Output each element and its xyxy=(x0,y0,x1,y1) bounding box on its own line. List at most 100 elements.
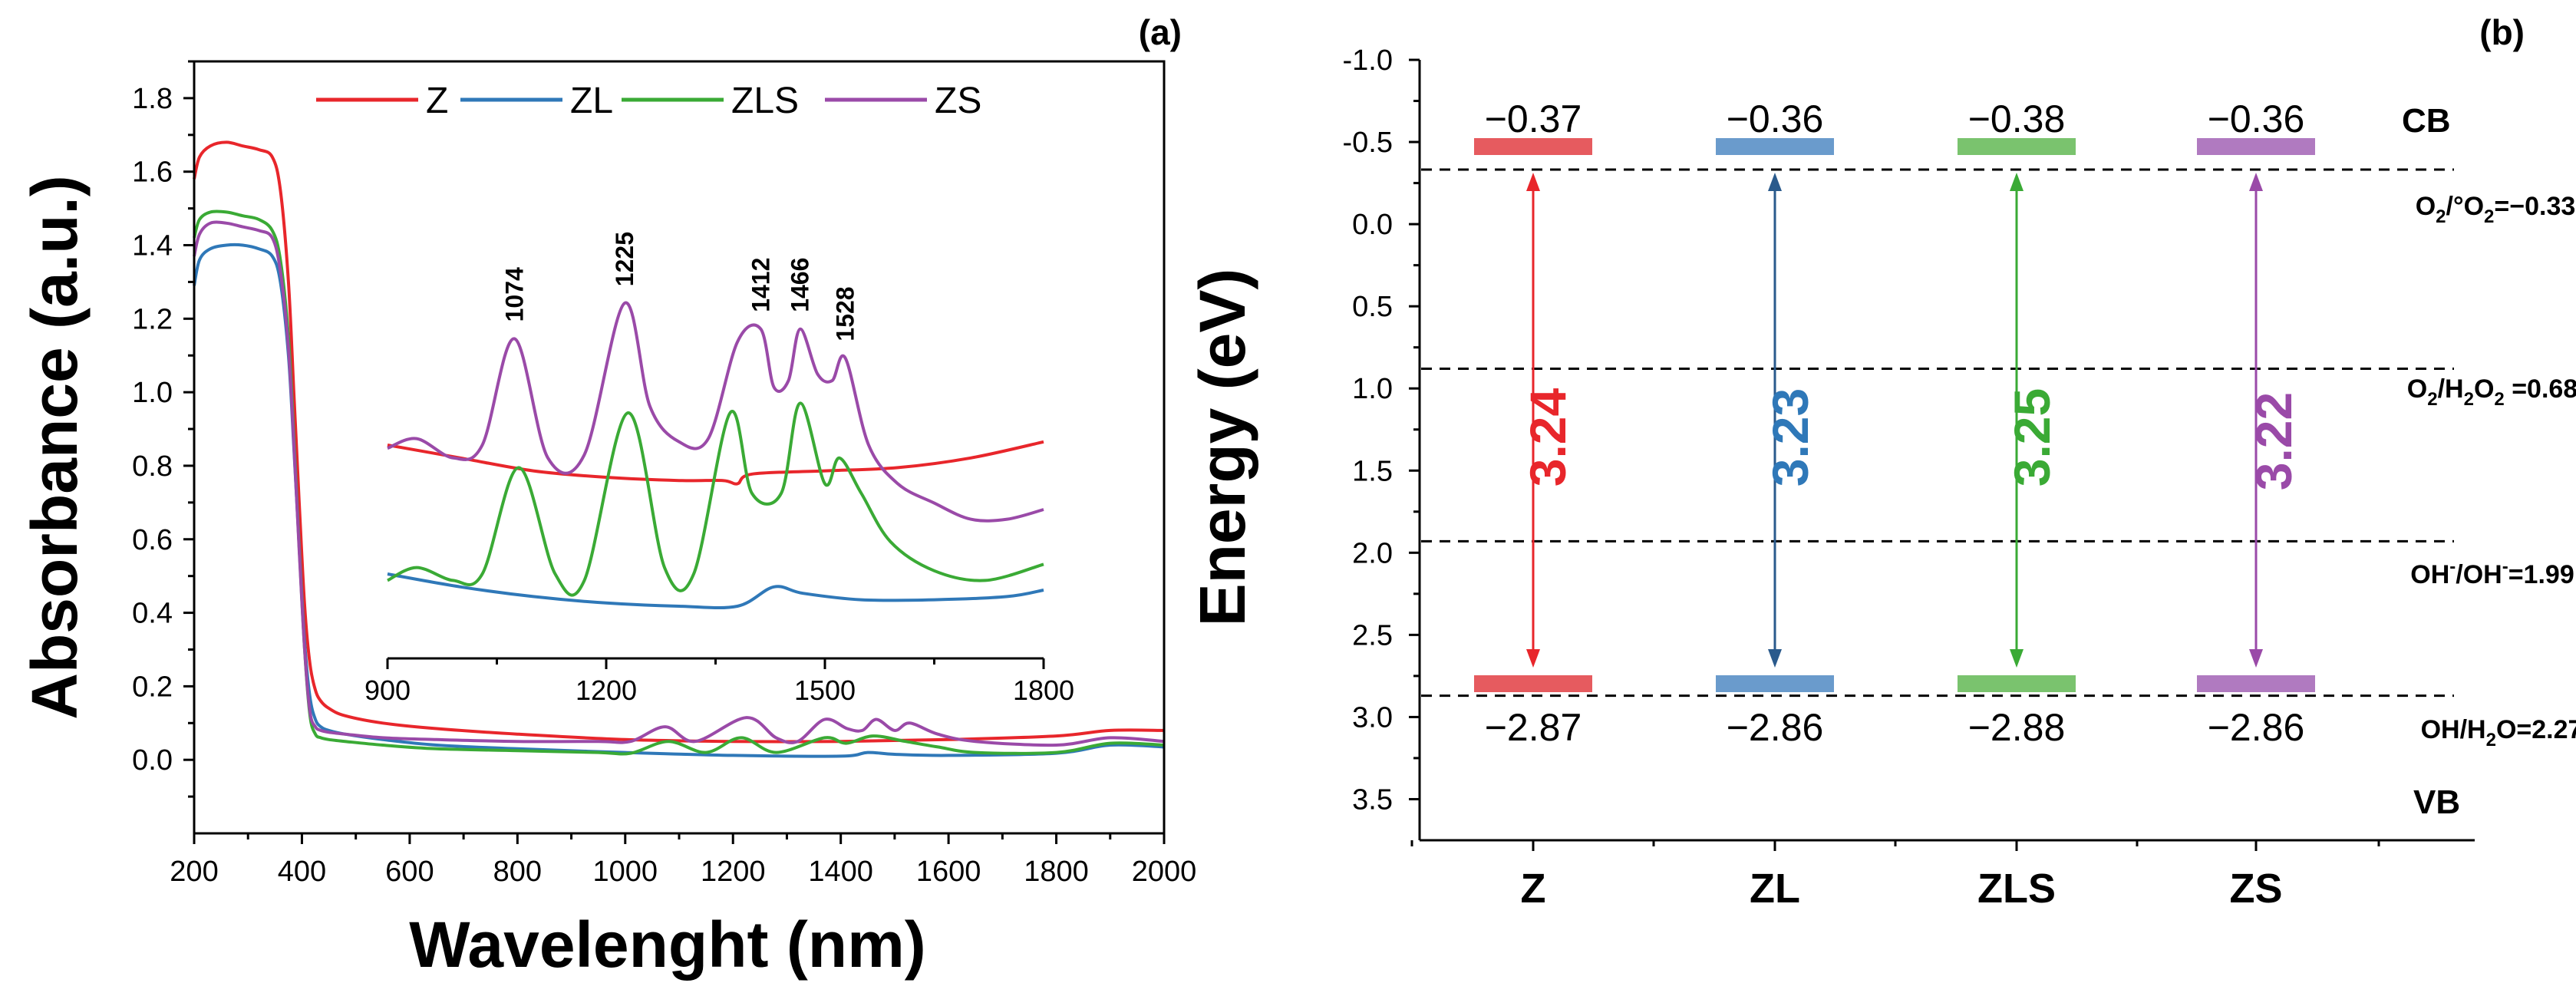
panel-a-x-axis-label: Wavelenght (nm) xyxy=(409,909,926,981)
reference-label-1: O2/°O2=−0.33 xyxy=(2416,192,2576,227)
gap-value-zs: 3.22 xyxy=(2245,392,2302,490)
panel-a: (a) 200 400 600 800 1000 1200 1400 1600 1800 2000… xyxy=(18,12,1196,981)
panel-b-y-axis-label: Energy (eV) xyxy=(1186,269,1258,627)
y-tick-label-1-8: 1.8 xyxy=(132,83,173,115)
reference-label-3: OH-/OH-=1.99 xyxy=(2410,556,2574,589)
cb-value-z: −0.37 xyxy=(1485,97,1582,140)
cb-bar-zls xyxy=(1958,138,2076,155)
vb-value-zls: −2.88 xyxy=(1968,706,2066,749)
peak-label-1074: 1074 xyxy=(500,267,528,322)
vb-bar-z xyxy=(1474,675,1592,692)
panel-b-y-ticks: -1.0 -0.5 0.0 0.5 1.0 1.5 2.0 2.5 3.0 3.5 xyxy=(1343,45,1420,816)
vb-value-z: −2.87 xyxy=(1485,706,1582,749)
panel-a-y-axis-label: Absorbance (a.u.) xyxy=(18,175,91,719)
cb-bar-z xyxy=(1474,138,1592,155)
panel-a-legend: Z ZL ZLS ZS xyxy=(316,81,981,121)
panel-a-series xyxy=(193,140,1165,758)
legend-item-zls: ZLS xyxy=(622,81,799,121)
b-y-tick-label-3-0: 3.0 xyxy=(1352,701,1393,734)
vb-bar-zl xyxy=(1716,675,1834,692)
legend-item-z: Z xyxy=(316,81,448,121)
inset-series-line-zs xyxy=(387,301,1044,523)
inset-series-line-zls xyxy=(387,401,1044,597)
peak-label-1225: 1225 xyxy=(611,232,638,286)
panel-a-x-ticks: 200 400 600 800 1000 1200 1400 1600 1800 2000 xyxy=(170,833,1196,888)
cb-bar-zs xyxy=(2197,138,2315,155)
peak-label-1528: 1528 xyxy=(832,286,859,341)
cb-bar-zl xyxy=(1716,138,1834,155)
legend-item-zs: ZS xyxy=(825,81,981,121)
b-y-tick-label-2-0: 2.0 xyxy=(1352,537,1393,569)
panel-a-plot-area: 200 400 600 800 1000 1200 1400 1600 1800 2000 0.0… xyxy=(132,60,1196,888)
gap-arrow-head-down-zl xyxy=(1768,649,1782,668)
legend-label-z: Z xyxy=(426,81,448,121)
b-y-tick-label-1-0: 1.0 xyxy=(1352,373,1393,405)
panel-b-x-ticks: Z ZL ZLS ZS xyxy=(1410,840,2380,912)
y-tick-label-0-4: 0.4 xyxy=(132,598,173,630)
gap-arrow-head-up-zl xyxy=(1768,173,1782,191)
inset-x-tick-label-1800: 1800 xyxy=(1013,675,1074,706)
reference-label-2: O2/H2O2 =0.68 xyxy=(2407,374,2576,410)
vb-value-zl: −2.86 xyxy=(1727,706,1824,749)
y-tick-label-1-0: 1.0 xyxy=(132,377,173,409)
inset-x-tick-label-1500: 1500 xyxy=(794,675,856,706)
cb-value-zl: −0.36 xyxy=(1727,97,1824,140)
x-tick-label-200: 200 xyxy=(170,856,218,888)
category-label-zls: ZLS xyxy=(1977,866,2056,912)
x-tick-label-1200: 1200 xyxy=(701,856,766,888)
x-tick-label-1600: 1600 xyxy=(916,856,981,888)
series-line-zs xyxy=(193,220,1165,747)
inset-x-tick-label-900: 900 xyxy=(364,675,411,706)
x-tick-label-1400: 1400 xyxy=(808,856,873,888)
band-group-zls: 3.25 −0.38 −2.88 xyxy=(1958,97,2076,749)
y-tick-label-1-2: 1.2 xyxy=(132,303,173,335)
panel-b: (b) -1.0 -0.5 0.0 0.5 1.0 1.5 2.0 2.5 3.0 3.5 Z ZL… xyxy=(1186,12,2576,912)
x-tick-label-1800: 1800 xyxy=(1024,856,1089,888)
x-tick-label-600: 600 xyxy=(385,856,434,888)
cb-value-zls: −0.38 xyxy=(1968,97,2066,140)
cb-label: CB xyxy=(2402,102,2451,140)
vb-bar-zs xyxy=(2197,675,2315,692)
category-label-zs: ZS xyxy=(2229,866,2282,912)
series-line-zl xyxy=(193,242,1165,758)
y-tick-label-0-2: 0.2 xyxy=(132,671,173,703)
band-group-zl: 3.23 −0.36 −2.86 xyxy=(1716,97,1834,749)
vb-value-zs: −2.86 xyxy=(2208,706,2305,749)
reference-label-4: OH/H2O=2.27 xyxy=(2421,715,2576,750)
gap-arrow-head-up-zs xyxy=(2249,173,2263,191)
vb-label: VB xyxy=(2413,783,2460,821)
gap-value-z: 3.24 xyxy=(1519,388,1576,487)
b-y-tick-label-3-5: 3.5 xyxy=(1352,783,1393,816)
y-tick-label-0-6: 0.6 xyxy=(132,524,173,556)
x-tick-label-800: 800 xyxy=(493,856,542,888)
band-group-z: 3.24 −0.37 −2.87 xyxy=(1474,97,1592,749)
legend-label-zls: ZLS xyxy=(731,81,799,121)
b-y-tick-label-1-5: 1.5 xyxy=(1352,455,1393,487)
b-y-tick-label-1-0: -1.0 xyxy=(1343,45,1393,77)
series-line-zls xyxy=(193,209,1165,756)
gap-arrow-head-down-zs xyxy=(2249,649,2263,668)
y-tick-label-0-0: 0.0 xyxy=(132,744,173,777)
vb-bar-zls xyxy=(1958,675,2076,692)
gap-arrow-head-down-zls xyxy=(2010,649,2024,668)
inset-series xyxy=(387,301,1044,610)
legend-item-zl: ZL xyxy=(460,81,613,121)
y-tick-label-1-4: 1.4 xyxy=(132,230,173,262)
panel-a-label: (a) xyxy=(1139,12,1182,52)
b-y-tick-label-0-0: 0.0 xyxy=(1352,209,1393,241)
band-bars: 3.24 −0.37 −2.87 3.23 −0.36 −2.86 3.25 −0.38 −2.… xyxy=(1474,97,2315,749)
peak-label-1412: 1412 xyxy=(747,258,774,312)
y-tick-label-1-6: 1.6 xyxy=(132,157,173,189)
inset-peak-labels: 1074 1225 1412 1466 1528 xyxy=(500,232,859,341)
x-tick-label-400: 400 xyxy=(278,856,326,888)
category-label-z: Z xyxy=(1521,866,1546,912)
legend-label-zs: ZS xyxy=(935,81,981,121)
inset-x-tick-label-1200: 1200 xyxy=(576,675,637,706)
x-tick-label-1000: 1000 xyxy=(593,856,658,888)
legend-label-zl: ZL xyxy=(570,81,613,121)
cb-value-zs: −0.36 xyxy=(2208,97,2305,140)
inset-series-line-zl xyxy=(387,572,1044,610)
y-tick-label-0-8: 0.8 xyxy=(132,450,173,483)
gap-value-zl: 3.23 xyxy=(1762,388,1819,487)
